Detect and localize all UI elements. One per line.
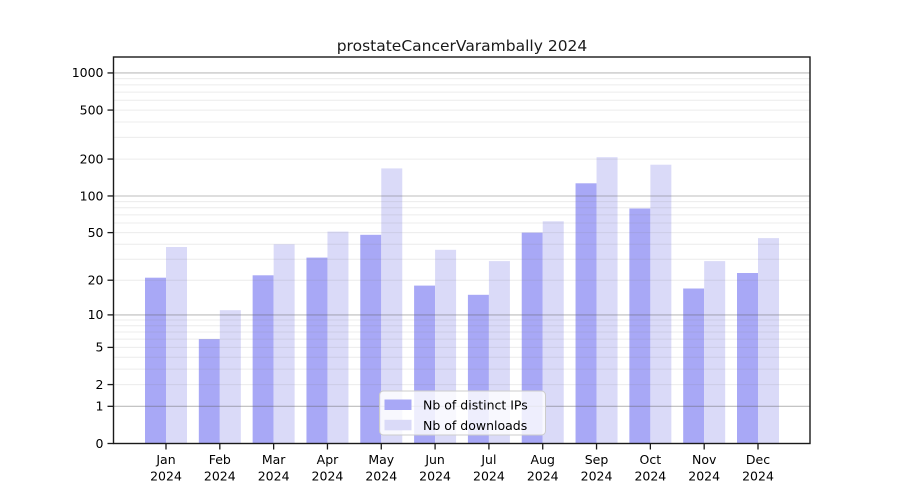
bar-downloads-dec [758, 238, 779, 444]
y-tick-label: 20 [88, 273, 104, 288]
legend-box [379, 390, 546, 436]
bar-distinct-ips-oct [629, 208, 651, 444]
bar-downloads-sep [596, 157, 618, 444]
y-tick-label: 500 [80, 102, 104, 117]
x-tick-label: Jan 2024 [150, 452, 182, 484]
bar-downloads-feb [219, 310, 241, 444]
legend-swatch-distinct-ips [384, 399, 412, 410]
x-tick-label: May 2024 [365, 452, 397, 484]
bar-downloads-apr [327, 231, 349, 444]
bar-distinct-ips-may [360, 234, 382, 444]
bar-distinct-ips-apr [306, 257, 328, 444]
plot-border [112, 56, 811, 445]
y-tick-label: 100 [80, 188, 104, 203]
y-tick-label: 1000 [72, 65, 104, 80]
bar-distinct-ips-feb [198, 339, 220, 444]
x-tick-label: Mar 2024 [258, 452, 290, 484]
y-tick-label: 10 [88, 307, 104, 322]
y-tick-label: 50 [88, 225, 104, 240]
bar-downloads-jan [166, 247, 187, 444]
x-tick-label: Nov 2024 [688, 452, 720, 484]
x-tick-label: Aug 2024 [527, 452, 559, 484]
legend-swatch-downloads [384, 419, 412, 431]
x-tick-label: Oct 2024 [634, 452, 666, 484]
bar-distinct-ips-nov [683, 288, 705, 444]
bar-distinct-ips-jan [145, 277, 166, 444]
gridlines-layer [113, 72, 810, 407]
x-tick-label: Jun 2024 [419, 452, 451, 484]
legend-label-downloads: Nb of downloads [423, 418, 527, 433]
y-tick-label: 2 [96, 377, 104, 392]
bar-downloads-oct [650, 164, 672, 444]
bar-downloads-aug [542, 221, 564, 444]
x-tick-label: Feb 2024 [204, 452, 236, 484]
bar-downloads-mar [273, 244, 295, 444]
x-tick-label: Dec 2024 [742, 452, 774, 484]
legend: Nb of distinct IPs Nb of downloads [379, 390, 546, 436]
legend-label-distinct-ips: Nb of distinct IPs [423, 398, 528, 413]
y-tick-label: 5 [96, 340, 104, 355]
bar-distinct-ips-mar [252, 275, 274, 444]
y-tick-label: 0 [96, 436, 104, 451]
y-tick-label: 1 [96, 399, 104, 414]
chart-title: prostateCancerVarambally 2024 [337, 37, 588, 55]
bar-distinct-ips-sep [575, 183, 597, 444]
axes-layer: 0 1 2 5 10 20 50 100 200 500 1000 Jan 2024 Feb 2024 Mar… [72, 56, 811, 484]
bar-distinct-ips-dec [737, 273, 758, 444]
bar-downloads-may [381, 168, 403, 444]
bar-downloads-nov [704, 261, 726, 444]
y-tick-label: 200 [80, 151, 104, 166]
x-tick-label: Sep 2024 [581, 452, 613, 484]
x-tick-label: Apr 2024 [312, 452, 344, 484]
x-tick-label: Jul 2024 [473, 452, 505, 484]
